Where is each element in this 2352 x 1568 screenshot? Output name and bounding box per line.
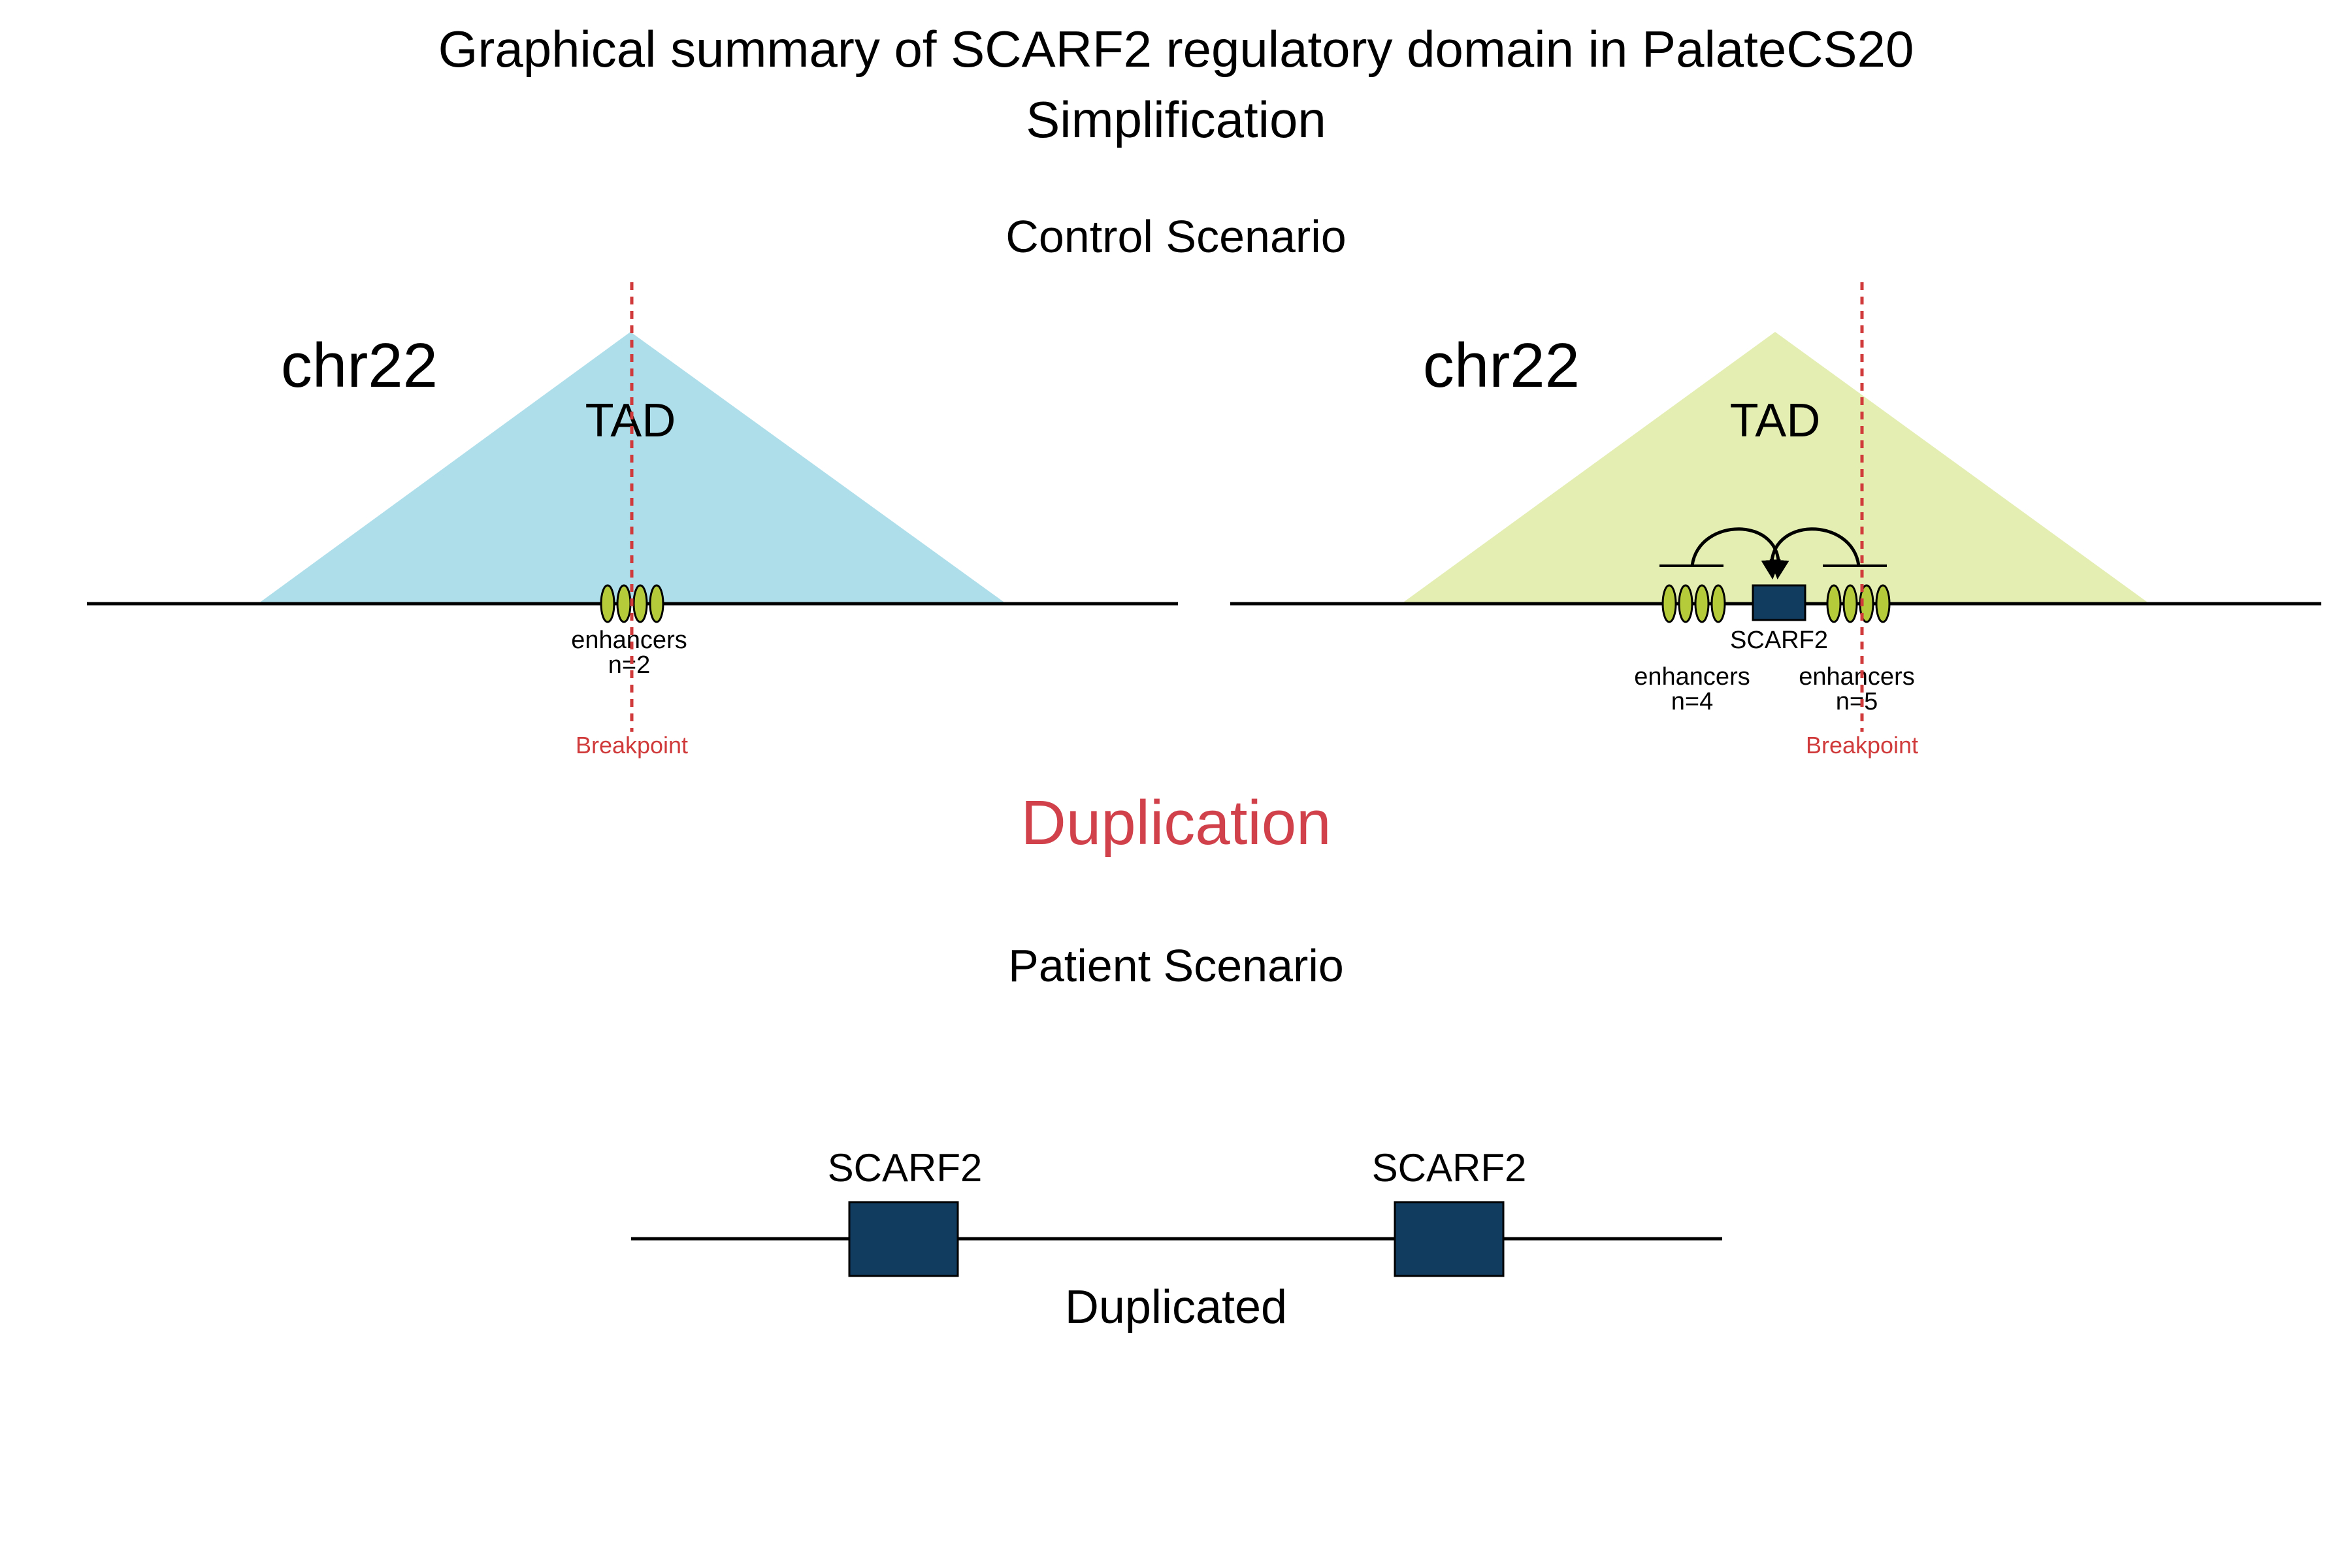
enhancer-icon	[1661, 584, 1677, 623]
right-breakpoint-label: Breakpoint	[1806, 732, 1918, 759]
enhancer-icon	[632, 584, 648, 623]
left-chrom-label: chr22	[281, 331, 438, 400]
control-scenario-heading: Control Scenario	[1005, 211, 1346, 262]
enhancer-icon	[1826, 584, 1842, 623]
left-enhancer-count: n=2	[608, 651, 650, 679]
control-right-panel: chr22 TAD SCARF2 enhancers n=4 enhancers…	[1230, 282, 2321, 759]
enhancer-icon	[1694, 584, 1710, 623]
control-left-panel: chr22 TAD enhancers n=2 Breakpoint	[87, 282, 1178, 759]
event-label: Duplication	[1021, 788, 1331, 858]
patient-panel: SCARF2 SCARF2 Duplicated	[631, 1146, 1722, 1333]
right-left-enhancer-label: enhancers	[1634, 663, 1750, 691]
right-left-enhancer-group	[1661, 584, 1726, 623]
left-breakpoint-label: Breakpoint	[576, 732, 688, 759]
left-tad-triangle	[258, 332, 1006, 604]
patient-gene2-label: SCARF2	[1372, 1146, 1527, 1190]
enhancer-icon	[1678, 584, 1693, 623]
patient-caption: Duplicated	[1065, 1281, 1287, 1333]
right-gene-icon	[1752, 584, 1806, 621]
right-gene-label: SCARF2	[1730, 627, 1828, 654]
enhancer-icon	[1710, 584, 1726, 623]
title-line-2: Simplification	[1026, 91, 1326, 148]
patient-scenario-heading: Patient Scenario	[1008, 940, 1344, 991]
right-tad-label: TAD	[1730, 395, 1821, 447]
right-left-enhancer-count: n=4	[1671, 688, 1713, 715]
left-interaction-arrow-icon	[1690, 527, 1789, 580]
enhancer-icon	[1875, 584, 1891, 623]
enhancer-icon	[616, 584, 632, 623]
right-chrom-label: chr22	[1423, 331, 1580, 400]
patient-gene2-icon	[1394, 1201, 1505, 1277]
right-interaction-arrow-icon	[1761, 527, 1861, 580]
enhancer-icon	[1842, 584, 1858, 623]
title-line-1: Graphical summary of SCARF2 regulatory d…	[438, 20, 1914, 78]
interaction-arrows	[1659, 527, 1887, 580]
patient-gene1-icon	[848, 1201, 959, 1277]
right-right-enhancer-group	[1826, 584, 1891, 623]
right-tad-triangle	[1401, 332, 2149, 604]
left-enhancer-label: enhancers	[571, 627, 687, 654]
enhancer-icon	[649, 584, 664, 623]
patient-gene1-label: SCARF2	[828, 1146, 983, 1190]
enhancer-icon	[600, 584, 615, 623]
right-right-enhancer-count: n=5	[1836, 688, 1878, 715]
right-right-enhancer-label: enhancers	[1799, 663, 1914, 691]
